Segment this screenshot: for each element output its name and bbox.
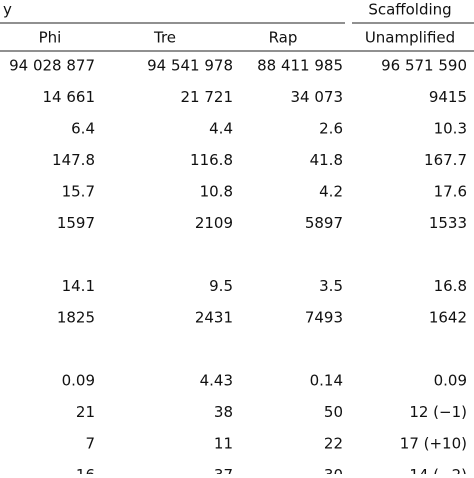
column-header: Tre (153, 29, 176, 47)
cell: 7493 (305, 309, 343, 327)
cell: 1825 (57, 309, 95, 327)
cell: 94 028 877 (9, 57, 95, 75)
cell: 21 (76, 403, 95, 421)
cell: 1533 (429, 214, 467, 232)
cell: 22 (324, 435, 343, 453)
cell: 4.43 (200, 372, 233, 390)
cell: 16 (76, 466, 95, 474)
cell: 50 (324, 403, 343, 421)
cell: 12 (−1) (409, 403, 467, 421)
cell: 147.8 (52, 151, 95, 169)
cell: 7 (85, 435, 95, 453)
cell: 94 541 978 (147, 57, 233, 75)
cell: 88 411 985 (257, 57, 343, 75)
column-header: Phi (39, 29, 62, 47)
cell: 5897 (305, 214, 343, 232)
cell: 0.09 (434, 372, 467, 390)
group-header: y (3, 1, 12, 19)
cell: 11 (214, 435, 233, 453)
cell: 38 (214, 403, 233, 421)
cell: 96 571 590 (381, 57, 467, 75)
cell: 41.8 (310, 151, 343, 169)
cell: 21 721 (181, 88, 234, 106)
cell: 17 (+10) (400, 435, 467, 453)
cell: 4.2 (319, 183, 343, 201)
cell: 1597 (57, 214, 95, 232)
column-header: Unamplified (365, 29, 455, 47)
cell: 3.5 (319, 277, 343, 295)
cell: 2431 (195, 309, 233, 327)
cell: 30 (324, 466, 343, 474)
cell: 167.7 (424, 151, 467, 169)
cell: 2109 (195, 214, 233, 232)
cell: 2.6 (319, 120, 343, 138)
cell: 14 661 (43, 88, 96, 106)
cell: 4.4 (209, 120, 233, 138)
column-header: Rap (269, 29, 298, 47)
cell: 14.1 (62, 277, 95, 295)
cell: 10.8 (200, 183, 233, 201)
cell: 0.14 (310, 372, 343, 390)
group-header: Scaffolding (368, 1, 451, 19)
cell: 116.8 (190, 151, 233, 169)
cell: 6.4 (71, 120, 95, 138)
cell: 9415 (429, 88, 467, 106)
cell: 16.8 (434, 277, 467, 295)
cell: 15.7 (62, 183, 95, 201)
cell: 37 (214, 466, 233, 474)
cell: 9.5 (209, 277, 233, 295)
cell: 1642 (429, 309, 467, 327)
cell: 17.6 (434, 183, 467, 201)
cell: 0.09 (62, 372, 95, 390)
cell: 10.3 (434, 120, 467, 138)
cell: 34 073 (291, 88, 344, 106)
cell: 14 (−2) (409, 466, 467, 474)
